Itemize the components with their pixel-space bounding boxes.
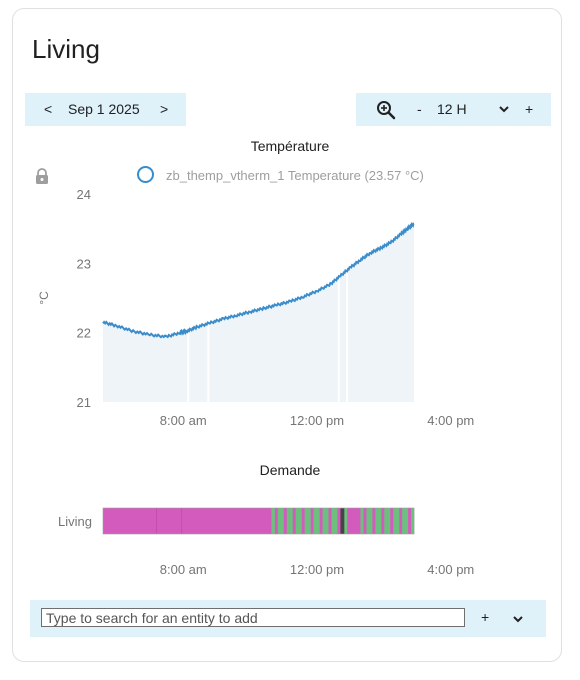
timeline-segment[interactable] [372,508,376,534]
timeline-segment[interactable] [310,508,314,534]
temperature-area [103,223,414,402]
timeline-segment[interactable] [381,508,385,534]
timeline-segment[interactable] [103,508,272,534]
chevron-down-icon[interactable] [498,104,510,114]
x-tick-label: 12:00 pm [290,562,344,577]
x-tick-label: 8:00 am [160,562,207,577]
timeline-segment[interactable] [304,508,308,534]
timeline-segment[interactable] [399,508,403,534]
timeline-segment[interactable] [316,508,320,534]
date-navigator: < Sep 1 2025 > [25,93,186,126]
timeline-segment[interactable] [301,508,305,534]
zoom-plus-button[interactable]: + [525,101,534,117]
timeline-segment[interactable] [369,508,373,534]
zoom-controls: - 12 H + [356,93,551,126]
timeline-segment[interactable] [375,508,379,534]
timeline-segment[interactable] [319,508,323,534]
temperature-line [102,222,415,339]
card-title: Living [32,34,100,64]
timeline-segment[interactable] [283,508,288,534]
timeline-segment[interactable] [295,508,300,534]
timeline-segment[interactable] [328,508,332,534]
timeline-row-label: Living [58,514,92,529]
zoom-range-select[interactable]: 12 H [437,101,467,117]
zoom-out-button[interactable]: - [417,101,422,117]
y-tick-label: 21 [77,395,91,410]
timeline-segment[interactable] [286,508,291,534]
timeline-segment[interactable] [337,508,341,534]
y-tick-label: 22 [77,326,91,341]
date-label[interactable]: Sep 1 2025 [68,101,140,117]
timeline-segment[interactable] [408,508,412,534]
add-entity-button[interactable]: + [481,609,490,625]
series-toggle-icon[interactable] [137,166,154,183]
timeline-segment[interactable] [289,508,294,534]
timeline-segment[interactable] [271,508,276,534]
next-day-button[interactable]: > [160,101,169,117]
chevron-down-icon[interactable] [512,614,524,624]
timeline-segment[interactable] [313,508,317,534]
timeline-segment[interactable] [334,508,338,534]
x-tick-label: 12:00 pm [290,413,344,428]
x-tick-label: 4:00 pm [427,562,474,577]
timeline-segment[interactable] [298,508,302,534]
lock-icon[interactable] [34,168,50,185]
x-tick-label: 8:00 am [160,413,207,428]
timeline-segment[interactable] [366,508,370,534]
entity-search-input[interactable] [41,608,465,627]
previous-day-button[interactable]: < [44,101,53,117]
y-tick-label: 23 [77,256,91,271]
timeline-segment[interactable] [390,508,394,534]
demande-timeline-chart: Living 8:00 am 12:00 pm 4:00 pm [58,507,474,577]
timeline-segment[interactable] [363,508,367,534]
temperature-chart-title: Température [250,138,330,154]
timeline-segment[interactable] [387,508,391,534]
temperature-chart: 24 23 22 21 °C 8:00 am 12:00 pm 4:00 pm [37,187,474,428]
timeline-segment[interactable] [277,508,282,534]
timeline-segment[interactable] [325,508,329,534]
timeline-segment[interactable] [347,508,361,534]
y-axis-label: °C [37,291,51,305]
timeline-segment[interactable] [411,508,415,534]
timeline-segment[interactable] [307,508,311,534]
legend-label: zb_themp_vtherm_1 Temperature (23.57 °C) [166,168,424,183]
timeline-segment[interactable] [405,508,409,534]
timeline-segment[interactable] [396,508,400,534]
timeline-frame [102,507,415,535]
x-tick-label: 4:00 pm [427,413,474,428]
timeline-segment[interactable] [340,508,345,534]
timeline-segment[interactable] [280,508,285,534]
timeline-segment[interactable] [274,508,279,534]
timeline-segment[interactable] [393,508,397,534]
timeline-segment[interactable] [322,508,326,534]
timeline-segment[interactable] [292,508,297,534]
y-tick-label: 24 [77,187,91,202]
timeline-segment[interactable] [378,508,382,534]
timeline-segment[interactable] [344,508,348,534]
timeline-segment[interactable] [331,508,335,534]
zoom-in-icon[interactable] [376,100,396,120]
timeline-segment[interactable] [384,508,388,534]
timeline-segment[interactable] [402,508,406,534]
timeline-segment[interactable] [360,508,364,534]
demande-chart-title: Demande [259,462,321,478]
entity-search-bar: + [30,600,546,637]
